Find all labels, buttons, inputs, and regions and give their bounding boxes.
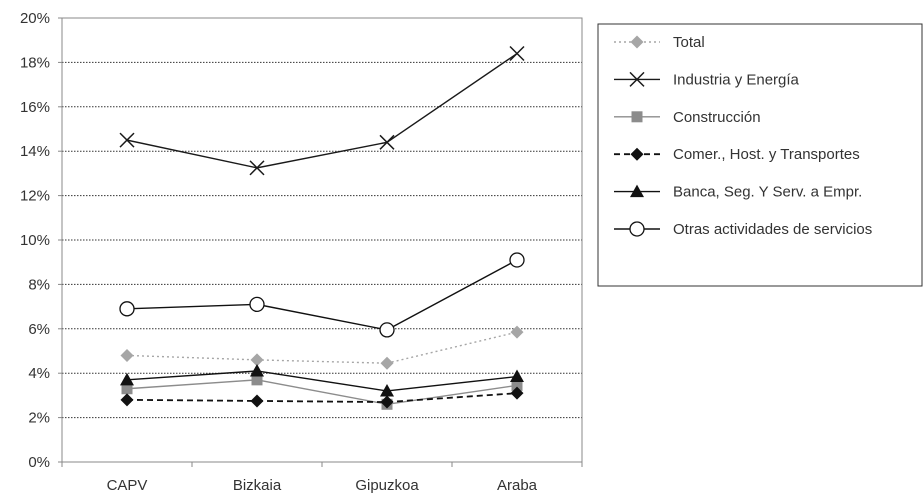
- y-tick-label: 2%: [28, 410, 50, 427]
- legend-label: Construcción: [673, 109, 761, 126]
- legend-item: Construcción: [614, 109, 761, 126]
- x-axis-ticks: CAPV Bizkaia Gipuzkoa Araba: [61, 462, 583, 494]
- legend-item: Otras actividades de servicios: [614, 221, 872, 238]
- series-4: [120, 363, 524, 397]
- series-line: [126, 331, 518, 364]
- y-axis-ticks: 0% 2% 4% 6% 8% 10% 12% 14% 16% 18% 20%: [20, 10, 62, 471]
- series-line: [126, 259, 518, 331]
- series-line: [126, 379, 518, 405]
- legend-marker: [629, 221, 645, 237]
- data-point: [249, 160, 265, 176]
- series-line: [126, 392, 518, 403]
- legend: Total Industria y Energía Construcción Come…: [597, 23, 923, 287]
- data-point: [251, 374, 263, 386]
- y-tick-label: 4%: [28, 365, 50, 382]
- series-1: [119, 45, 525, 176]
- y-tick-label: 10%: [20, 232, 50, 249]
- data-point: [510, 386, 524, 400]
- legend-item: Banca, Seg. Y Serv. a Empr.: [614, 184, 862, 201]
- data-point: [511, 379, 523, 391]
- data-point: [510, 369, 524, 383]
- data-point: [510, 325, 524, 339]
- series-line: [126, 52, 518, 169]
- legend-label: Otras actividades de servicios: [673, 221, 872, 238]
- data-point: [379, 322, 395, 338]
- series-5: [119, 252, 525, 338]
- legend-marker: [631, 111, 643, 123]
- legend-item: Comer., Host. y Transportes: [614, 146, 860, 163]
- grid-lines: [62, 17, 582, 419]
- data-point: [509, 45, 525, 62]
- legend-marker: [630, 184, 644, 198]
- data-point: [120, 393, 134, 407]
- data-point: [379, 134, 395, 150]
- data-point: [380, 395, 394, 409]
- legend-marker: [630, 147, 644, 161]
- y-tick-label: 12%: [20, 188, 50, 205]
- data-point: [250, 394, 264, 408]
- data-point: [120, 372, 134, 386]
- legend-item: Industria y Energía: [614, 71, 800, 88]
- legend-box: [597, 23, 923, 287]
- x-tick-label: Gipuzkoa: [355, 477, 419, 494]
- y-tick-label: 18%: [20, 54, 50, 71]
- legend-label: Comer., Host. y Transportes: [673, 146, 860, 163]
- data-point: [250, 353, 264, 367]
- series-0: [120, 325, 524, 370]
- legend-label: Banca, Seg. Y Serv. a Empr.: [673, 184, 862, 201]
- legend-item: Total: [614, 34, 705, 51]
- x-tick-label: Bizkaia: [233, 477, 282, 494]
- y-tick-label: 20%: [20, 10, 50, 27]
- y-tick-label: 6%: [28, 321, 50, 338]
- data-point: [380, 383, 394, 397]
- data-point: [120, 348, 134, 362]
- y-tick-label: 8%: [28, 276, 50, 293]
- x-tick-label: Araba: [497, 477, 538, 494]
- data-point: [250, 363, 264, 377]
- series-3: [120, 386, 524, 409]
- series-layer: [119, 45, 525, 410]
- y-tick-label: 0%: [28, 454, 50, 471]
- x-tick-label: CAPV: [107, 477, 148, 494]
- data-point: [249, 296, 265, 313]
- legend-marker: [629, 71, 645, 87]
- data-point: [119, 132, 135, 148]
- data-point: [121, 383, 133, 395]
- y-tick-label: 16%: [20, 99, 50, 116]
- data-point: [119, 301, 135, 317]
- series-2: [121, 374, 523, 410]
- data-point: [509, 252, 525, 268]
- legend-label: Industria y Energía: [673, 71, 800, 88]
- data-point: [380, 356, 394, 370]
- series-line: [126, 370, 518, 392]
- legend-label: Total: [673, 34, 705, 51]
- legend-marker: [630, 35, 644, 49]
- y-tick-label: 14%: [20, 143, 50, 160]
